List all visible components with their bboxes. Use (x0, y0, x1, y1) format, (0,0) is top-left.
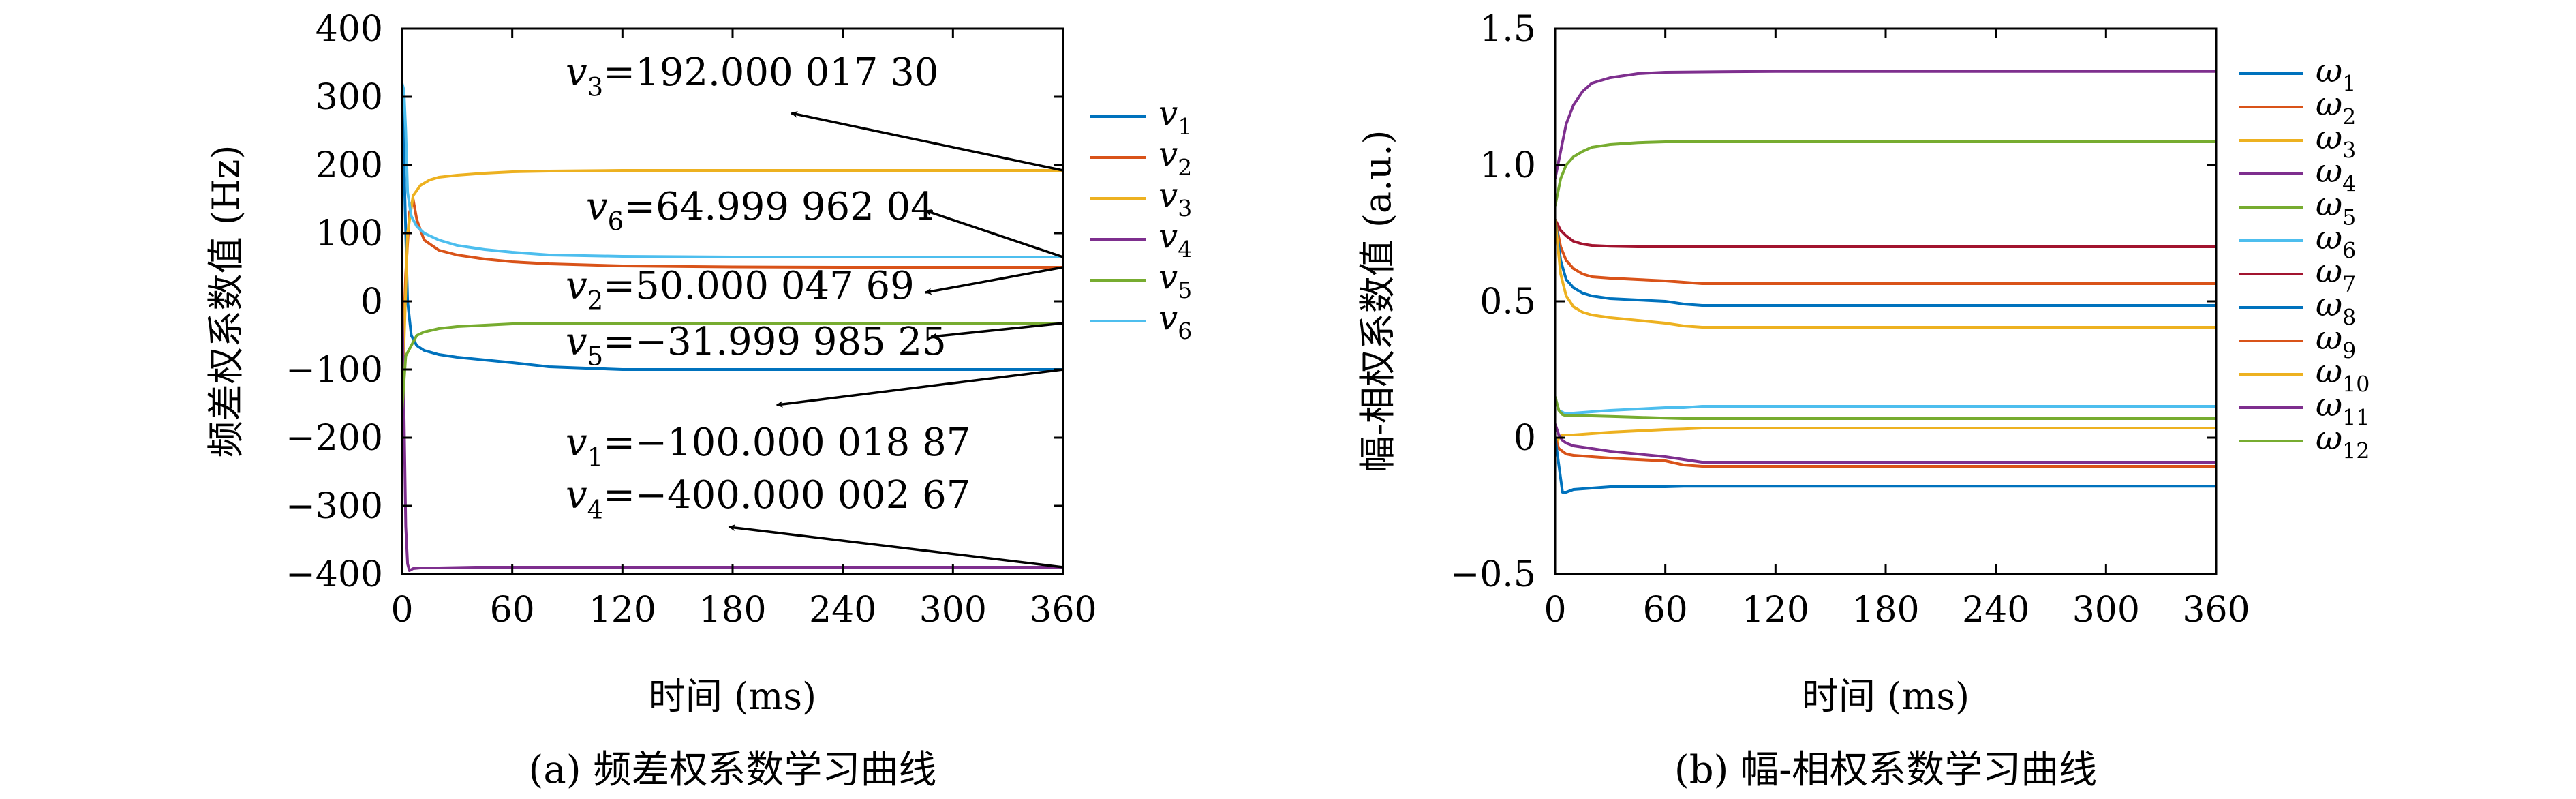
chart-a-series-line-4 (401, 301, 1063, 572)
chart-b-ytick-label: −0.5 (1450, 554, 1536, 595)
chart-a-annotation-label-6: v4=−400.000 002 67 (566, 473, 970, 525)
chart-b-xtick-label: 240 (1962, 590, 2029, 631)
chart-b-series-line-4 (1554, 219, 2216, 285)
chart-b-series-line-12 (1554, 437, 2216, 494)
chart-a-series-line-1 (401, 82, 1063, 371)
chart-a-ytick-label: 400 (316, 9, 383, 50)
chart-b-series-line-2 (1554, 140, 2216, 207)
chart-a-xtick-label: 120 (589, 590, 656, 631)
chart-a-legend-label-1: v1 (1159, 93, 1192, 140)
chart-b-legend-label-7: ω7 (2316, 252, 2356, 297)
chart-b-ytick-label: 1.5 (1479, 9, 1536, 50)
chart-b-legend-label-1: ω1 (2316, 52, 2356, 96)
chart-b-series-line-11 (1554, 437, 2216, 468)
chart-b-legend-label-9: ω9 (2316, 319, 2356, 363)
chart-b-legend-label-12: ω12 (2316, 419, 2370, 464)
chart-panel-a: v3=192.000 017 30 v6=64.999 962 04 v2=50.0… (204, 9, 1192, 792)
chart-b-ytick-label: 0 (1514, 418, 1536, 459)
chart-b-xtick-label: 360 (2182, 590, 2250, 631)
chart-a-annotation-label-4: v5=−31.999 985 25 (566, 320, 947, 372)
chart-a-series-line-5 (401, 322, 1063, 411)
chart-a-annotation-arrow-6 (728, 524, 1064, 569)
chart-b-legend-label-10: ω10 (2316, 352, 2370, 397)
chart-b-legend-label-6: ω6 (2316, 219, 2356, 263)
chart-a-annotation-label-2: v6=64.999 962 04 (586, 185, 935, 237)
chart-b-xtick-label: 180 (1852, 590, 1919, 631)
chart-b-xtick-label: 60 (1643, 590, 1688, 631)
chart-b-legend-label-4: ω4 (2316, 152, 2356, 196)
chart-b-series-line-8 (1554, 396, 2216, 420)
chart-b-series-line-5 (1554, 219, 2216, 307)
chart-a-caption: (a) 频差权系数学习曲线 (529, 748, 937, 792)
chart-b-legend-label-2: ω2 (2316, 85, 2356, 130)
chart-a-ytick-label: 200 (316, 145, 383, 186)
chart-a-annotation-arrow-2 (924, 209, 1064, 258)
chart-a-series-group (401, 82, 1063, 572)
chart-a-annotations: v3=192.000 017 30 v6=64.999 962 04 v2=50.0… (566, 50, 1064, 569)
chart-b-series-line-10 (1554, 423, 2216, 464)
chart-b-series-line-1 (1554, 70, 2216, 179)
chart-a-ytick-label: −300 (286, 486, 383, 527)
chart-b-series-line-6 (1554, 219, 2216, 329)
chart-a-ytick-label: −200 (286, 418, 383, 459)
chart-a-annotation-label-5: v1=−100.000 018 87 (566, 421, 970, 472)
chart-a-ticks: 0 60 120 180 240 300 360 400 300 200 100 0 −100 −200 −… (286, 9, 1097, 631)
chart-a-xtick-label: 0 (390, 590, 413, 631)
chart-b-ylabel: 幅-相权系数值 (a.u.) (1356, 130, 1399, 473)
chart-a-ytick-label: 0 (361, 282, 383, 322)
chart-a-ytick-label: 100 (316, 213, 383, 254)
chart-a-annotation-label-1: v3=192.000 017 30 (566, 50, 938, 102)
chart-b-caption: (b) 幅-相权系数学习曲线 (1674, 748, 2097, 792)
chart-a-ylabel: 频差权系数值 (Hz) (204, 145, 247, 458)
chart-b-series-line-7 (1554, 396, 2216, 414)
chart-b-ytick-label: 1.0 (1479, 145, 1536, 186)
chart-b-xtick-label: 120 (1742, 590, 1809, 631)
chart-a-annotation-label-3: v2=50.000 047 69 (566, 264, 915, 316)
chart-b-legend-label-3: ω3 (2316, 119, 2356, 163)
chart-b-legend-label-5: ω5 (2316, 185, 2356, 230)
chart-a-annotation-arrow-1 (791, 110, 1064, 172)
chart-b-xtick-label: 0 (1544, 590, 1566, 631)
chart-a-legend-label-5: v5 (1159, 257, 1192, 303)
chart-a-xtick-label: 240 (809, 590, 876, 631)
chart-a-ytick-label: −400 (286, 554, 383, 595)
chart-a-annotation-arrow-3 (924, 266, 1064, 295)
chart-b-legend-label-11: ω11 (2316, 386, 2370, 430)
chart-a-annotation-arrow-4 (930, 322, 1064, 340)
chart-a-legend-label-3: v3 (1159, 175, 1192, 222)
chart-a-legend-label-2: v2 (1159, 134, 1192, 181)
chart-a-ytick-label: −100 (286, 350, 383, 391)
chart-a-xtick-label: 180 (699, 590, 766, 631)
chart-b-series-group (1554, 70, 2216, 494)
chart-a-series-line-6 (401, 82, 1063, 258)
chart-a-legend-label-4: v4 (1159, 216, 1192, 262)
chart-b-legend-label-8: ω8 (2316, 286, 2356, 330)
chart-a-ytick-label: 300 (316, 77, 383, 118)
chart-a-xlabel: 时间 (ms) (649, 675, 816, 718)
chart-b-xlabel: 时间 (ms) (1802, 675, 1969, 718)
chart-b-series-line-9 (1554, 427, 2216, 452)
chart-a-xtick-label: 60 (490, 590, 535, 631)
chart-a-xtick-label: 300 (919, 590, 987, 631)
chart-a-series-line-3 (401, 169, 1063, 404)
chart-a-xtick-label: 360 (1029, 590, 1097, 631)
chart-b-xtick-label: 300 (2072, 590, 2140, 631)
chart-a-annotation-arrow-5 (776, 368, 1064, 408)
chart-b-series-line-3 (1554, 219, 2216, 248)
chart-a-legend-label-6: v6 (1159, 298, 1192, 344)
chart-b-ytick-label: 0.5 (1479, 282, 1536, 322)
